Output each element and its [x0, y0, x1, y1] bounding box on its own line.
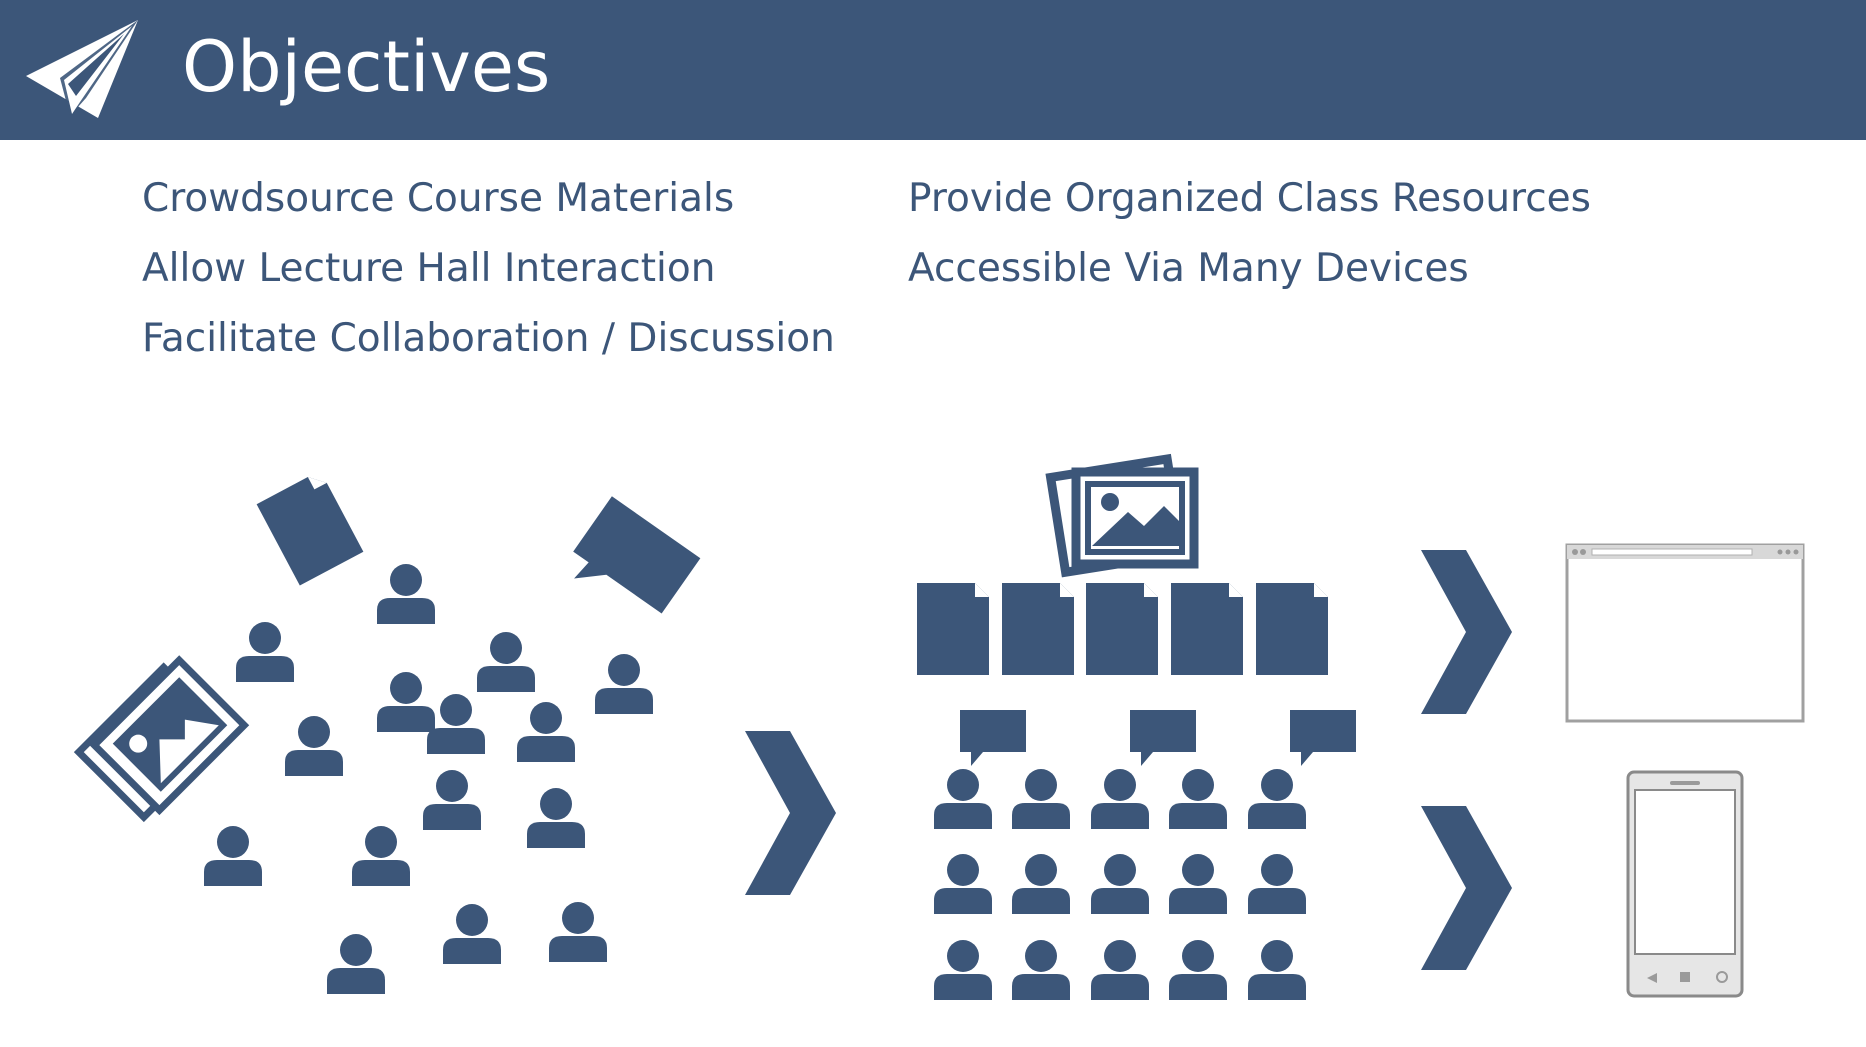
page-title: Objectives: [182, 26, 551, 108]
person-icon: [1169, 940, 1227, 1000]
speech-bubble-icon: [960, 710, 1026, 766]
chevron-right-icon: [745, 731, 836, 895]
speech-bubble-icon: [573, 496, 701, 614]
person-icon: [549, 902, 607, 962]
person-icon: [327, 934, 385, 994]
audience-grid: [934, 769, 1306, 1000]
document-row: [917, 583, 1328, 675]
person-icon: [423, 770, 481, 830]
person-icon: [204, 826, 262, 886]
person-icon: [527, 788, 585, 848]
person-icon: [1091, 769, 1149, 829]
person-icon: [934, 940, 992, 1000]
chevron-right-icon: [1421, 806, 1512, 970]
document-icon: [256, 470, 364, 586]
person-icon: [377, 564, 435, 624]
person-icon: [477, 632, 535, 692]
person-icon: [595, 654, 653, 714]
person-icon: [1091, 940, 1149, 1000]
person-icon: [517, 702, 575, 762]
speech-bubble-row: [960, 710, 1356, 766]
speech-bubble-icon: [1290, 710, 1356, 766]
person-icon: [1248, 769, 1306, 829]
person-icon: [1091, 854, 1149, 914]
document-icon: [1086, 583, 1158, 675]
paper-plane-icon: [26, 20, 138, 118]
document-icon: [917, 583, 989, 675]
person-icon: [934, 769, 992, 829]
person-icon: [352, 826, 410, 886]
person-icon: [1012, 940, 1070, 1000]
person-icon: [1169, 769, 1227, 829]
chevron-right-icon: [1421, 550, 1512, 714]
person-icon: [285, 716, 343, 776]
objective-many-devices: Accessible Via Many Devices: [908, 246, 1469, 291]
document-icon: [1171, 583, 1243, 675]
photos-icon: [1045, 453, 1199, 578]
smartphone-icon: [1626, 770, 1744, 998]
person-icon: [1012, 854, 1070, 914]
crowd-people: [204, 564, 653, 994]
person-icon: [1012, 769, 1070, 829]
document-icon: [1002, 583, 1074, 675]
objective-collaboration: Facilitate Collaboration / Discussion: [142, 316, 835, 361]
objective-crowdsource: Crowdsource Course Materials: [142, 176, 735, 221]
person-icon: [1248, 854, 1306, 914]
objective-lecture-interaction: Allow Lecture Hall Interaction: [142, 246, 716, 291]
browser-window-icon: [1565, 543, 1805, 723]
speech-bubble-icon: [1130, 710, 1196, 766]
objective-organized-resources: Provide Organized Class Resources: [908, 176, 1591, 221]
header-bar: Objectives: [0, 0, 1866, 140]
person-icon: [377, 672, 435, 732]
person-icon: [1169, 854, 1227, 914]
person-icon: [427, 694, 485, 754]
photos-icon: [73, 655, 250, 823]
person-icon: [443, 904, 501, 964]
person-icon: [236, 622, 294, 682]
person-icon: [1248, 940, 1306, 1000]
document-icon: [1256, 583, 1328, 675]
person-icon: [934, 854, 992, 914]
